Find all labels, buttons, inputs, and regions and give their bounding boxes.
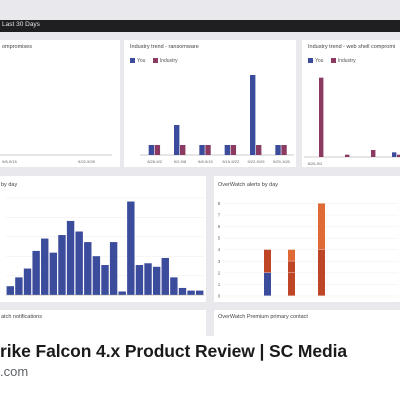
tick-label: 9/8-9/15 — [198, 159, 213, 164]
bar-industry — [281, 145, 287, 155]
tick-label: 9/15-9/22 — [222, 159, 240, 164]
y-tick-label: 2 — [218, 270, 221, 275]
tick-label: 9/8-9/15 — [2, 159, 17, 164]
article-title[interactable]: rike Falcon 4.x Product Review | SC Medi… — [0, 341, 348, 361]
card-ransomware-trend: Industry trend - ransomware You Industry… — [124, 40, 296, 167]
bar-industry — [397, 154, 400, 157]
card-title: atch notifications — [1, 314, 42, 320]
tick-label: 9/22-9/29 — [78, 159, 96, 164]
card-compromises: ompromises 9/8-9/15 9/22-9/29 — [0, 40, 120, 167]
bar — [161, 257, 169, 295]
y-tick-label: 4 — [218, 247, 221, 252]
card-overwatch-alerts: OverWatch alerts by day 0 1 2 3 4 5 6 7 8 — [214, 176, 400, 302]
bar-you — [224, 145, 231, 155]
bar — [41, 238, 49, 295]
bar-you — [148, 145, 155, 155]
bar — [187, 290, 195, 295]
stacked-bar-segment — [288, 272, 295, 296]
card-title: ompromises — [2, 44, 32, 50]
bar-you — [199, 145, 205, 155]
card-title: Industry trend - web shell compromi — [308, 44, 396, 50]
bar — [23, 268, 32, 295]
y-tick-label: 0 — [218, 294, 221, 299]
y-tick-label: 7 — [218, 213, 221, 218]
legend-item-you[interactable]: You — [130, 58, 145, 64]
article-source[interactable]: .com — [0, 364, 29, 379]
bar — [152, 266, 161, 295]
card-title: OverWatch alerts by day — [218, 182, 279, 188]
legend-item-industry[interactable]: Industry — [330, 58, 356, 64]
y-tick-label: 5 — [218, 236, 221, 241]
bar — [101, 265, 109, 295]
bar — [118, 291, 126, 295]
bar-you — [250, 75, 256, 155]
legend-item-industry[interactable]: Industry — [152, 58, 178, 64]
bar-industry — [371, 150, 376, 157]
card-detections-by-day: by day — [0, 176, 206, 302]
tick-label: 9/29-10/5 — [273, 159, 291, 164]
bar-industry — [319, 77, 324, 157]
bar — [92, 256, 101, 295]
compromises-chart: 9/8-9/15 9/22-9/29 — [0, 154, 112, 164]
bar — [84, 242, 92, 295]
y-tick-label: 3 — [218, 259, 221, 264]
card-title: by day — [1, 182, 18, 188]
webshell-chart: 8/26-9/2 — [304, 77, 400, 166]
card-title: OverWatch Premium primary contact — [218, 314, 308, 320]
bar — [15, 277, 23, 295]
tick-label: 9/22-9/29 — [248, 159, 266, 164]
bar — [135, 265, 144, 295]
bar — [58, 235, 66, 295]
stacked-bar-segment — [264, 272, 271, 296]
y-tick-label: 1 — [218, 282, 221, 287]
y-tick-label: 6 — [218, 224, 221, 229]
date-range-label[interactable]: Last 30 Days — [2, 21, 40, 28]
bar — [170, 277, 178, 295]
bar — [109, 242, 118, 295]
stacked-bar-segment — [288, 261, 295, 273]
bar-industry — [154, 145, 161, 155]
card-premium-contact: OverWatch Premium primary contact — [214, 310, 400, 336]
screenshot-thumbnail: Last 30 Days ompromises 9/8-9/15 9/22-9/… — [0, 0, 400, 336]
stacked-bar-segment — [318, 249, 325, 296]
bar — [127, 201, 135, 295]
card-overwatch-notifications: atch notifications — [0, 310, 206, 336]
bar — [195, 290, 204, 295]
bar — [49, 252, 58, 295]
bar-you — [275, 145, 281, 155]
bar — [6, 286, 15, 295]
bar-you — [392, 152, 397, 157]
overwatch-chart: 0 1 2 3 4 5 6 7 8 — [218, 201, 398, 299]
bar-industry — [205, 145, 211, 155]
tick-label: 8/26-9/2 — [308, 161, 323, 166]
legend-swatch — [130, 58, 135, 63]
stacked-bar-segment — [288, 249, 295, 261]
legend-swatch — [330, 58, 336, 63]
bar — [144, 263, 152, 295]
card-title: Industry trend - ransomware — [130, 44, 199, 50]
stacked-bar-segment — [264, 249, 271, 273]
by-day-chart — [6, 197, 204, 296]
bar-industry — [180, 145, 186, 155]
bar — [75, 231, 83, 295]
tick-label: 8/26-9/2 — [147, 159, 162, 164]
tick-label: 9/2-9/8 — [174, 159, 187, 164]
bar-industry — [345, 154, 350, 157]
top-bar: Last 30 Days — [0, 20, 400, 32]
bar-you — [174, 125, 180, 155]
bar-industry — [230, 145, 237, 155]
legend-swatch — [308, 58, 313, 63]
bar — [178, 287, 187, 295]
legend-item-you[interactable]: You — [308, 58, 323, 64]
bar — [32, 250, 40, 295]
bar — [66, 220, 75, 295]
y-tick-label: 8 — [218, 201, 221, 206]
ransomware-chart: 8/26-9/2 9/2-9/8 9/8-9/15 9/15-9/22 9/22-9/2… — [140, 75, 294, 164]
bar-industry — [256, 145, 262, 155]
chart-legend: You Industry — [308, 58, 362, 64]
chart-legend: You Industry — [130, 58, 184, 64]
legend-swatch — [152, 58, 158, 63]
stacked-bar-segment — [318, 203, 325, 250]
card-webshell-trend: Industry trend - web shell compromi You … — [302, 40, 400, 167]
